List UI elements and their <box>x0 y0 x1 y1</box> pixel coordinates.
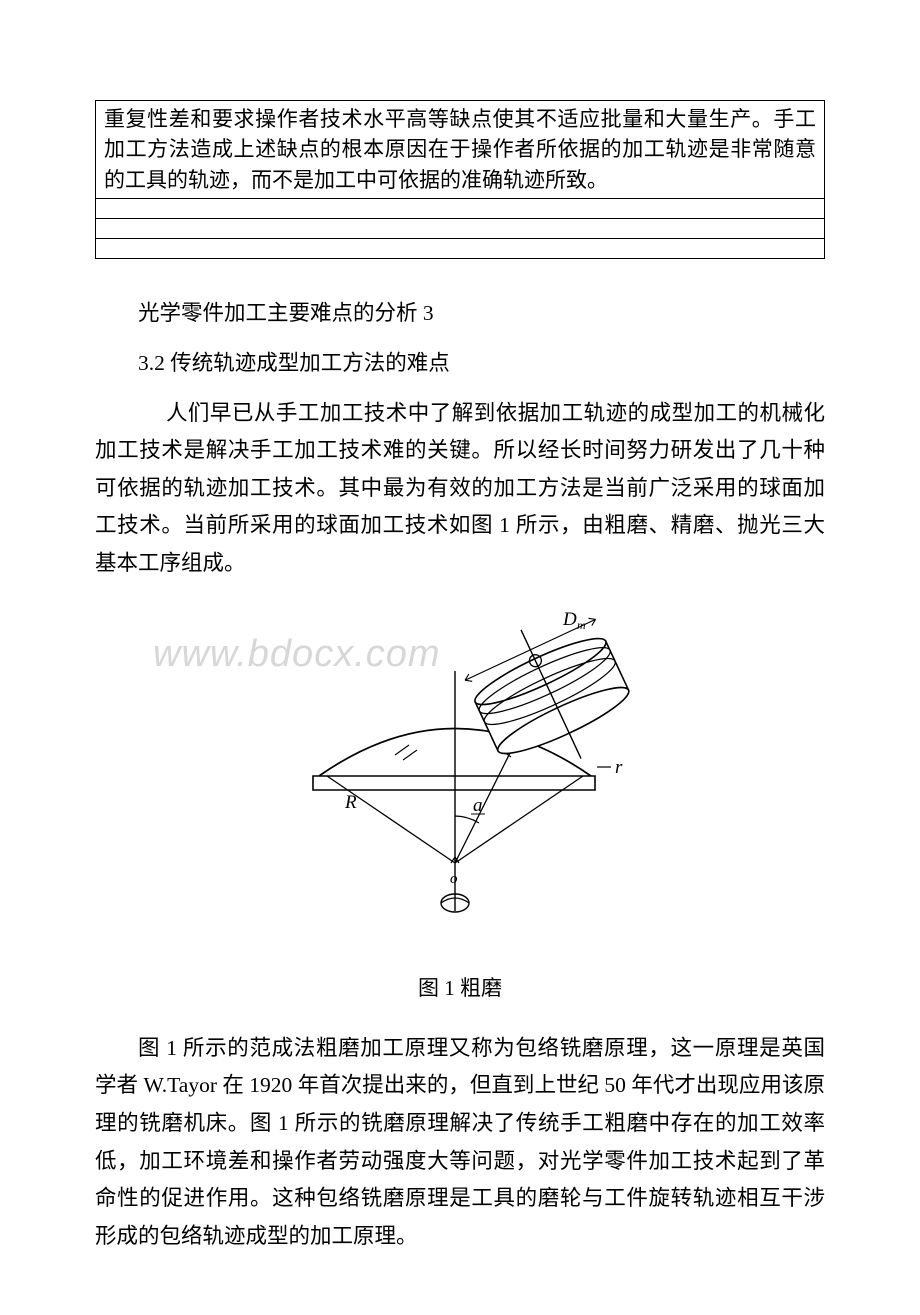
figure-1-label-a: a <box>473 795 483 816</box>
section-3-2-paragraph-2: 图 1 所示的范成法粗磨加工原理又称为包络铣磨原理，这一原理是英国学者 W.Ta… <box>95 1030 825 1256</box>
section-3-2-paragraph-1: 人们早已从手工加工技术中了解到依据加工轨迹的成型加工的机械化加工技术是解决手工加… <box>95 395 825 583</box>
section-3-2-heading: 3.2 传统轨迹成型加工方法的难点 <box>95 345 825 383</box>
figure-1: www.bdocx.com <box>95 611 825 946</box>
empty-cell <box>96 219 825 239</box>
carryover-text: 重复性差和要求操作者技术水平高等缺点使其不适应批量和大量生产。手工加工方法造成上… <box>96 101 825 199</box>
table-row <box>96 239 825 259</box>
empty-cell <box>96 239 825 259</box>
figure-1-label-D-sub: m <box>577 618 586 632</box>
section-3-title: 光学零件加工主要难点的分析 3 <box>95 295 825 333</box>
table-row: 重复性差和要求操作者技术水平高等缺点使其不适应批量和大量生产。手工加工方法造成上… <box>96 101 825 199</box>
empty-cell <box>96 199 825 219</box>
figure-1-label-o: o <box>450 871 458 887</box>
figure-1-label-R: R <box>344 792 357 813</box>
carryover-box: 重复性差和要求操作者技术水平高等缺点使其不适应批量和大量生产。手工加工方法造成上… <box>95 100 825 259</box>
table-row <box>96 219 825 239</box>
figure-1-caption: 图 1 粗磨 <box>95 972 825 1002</box>
table-row <box>96 199 825 219</box>
figure-1-diagram: D m R a r o <box>275 611 645 941</box>
figure-1-label-D: D <box>562 611 577 630</box>
figure-1-label-r: r <box>615 757 623 778</box>
